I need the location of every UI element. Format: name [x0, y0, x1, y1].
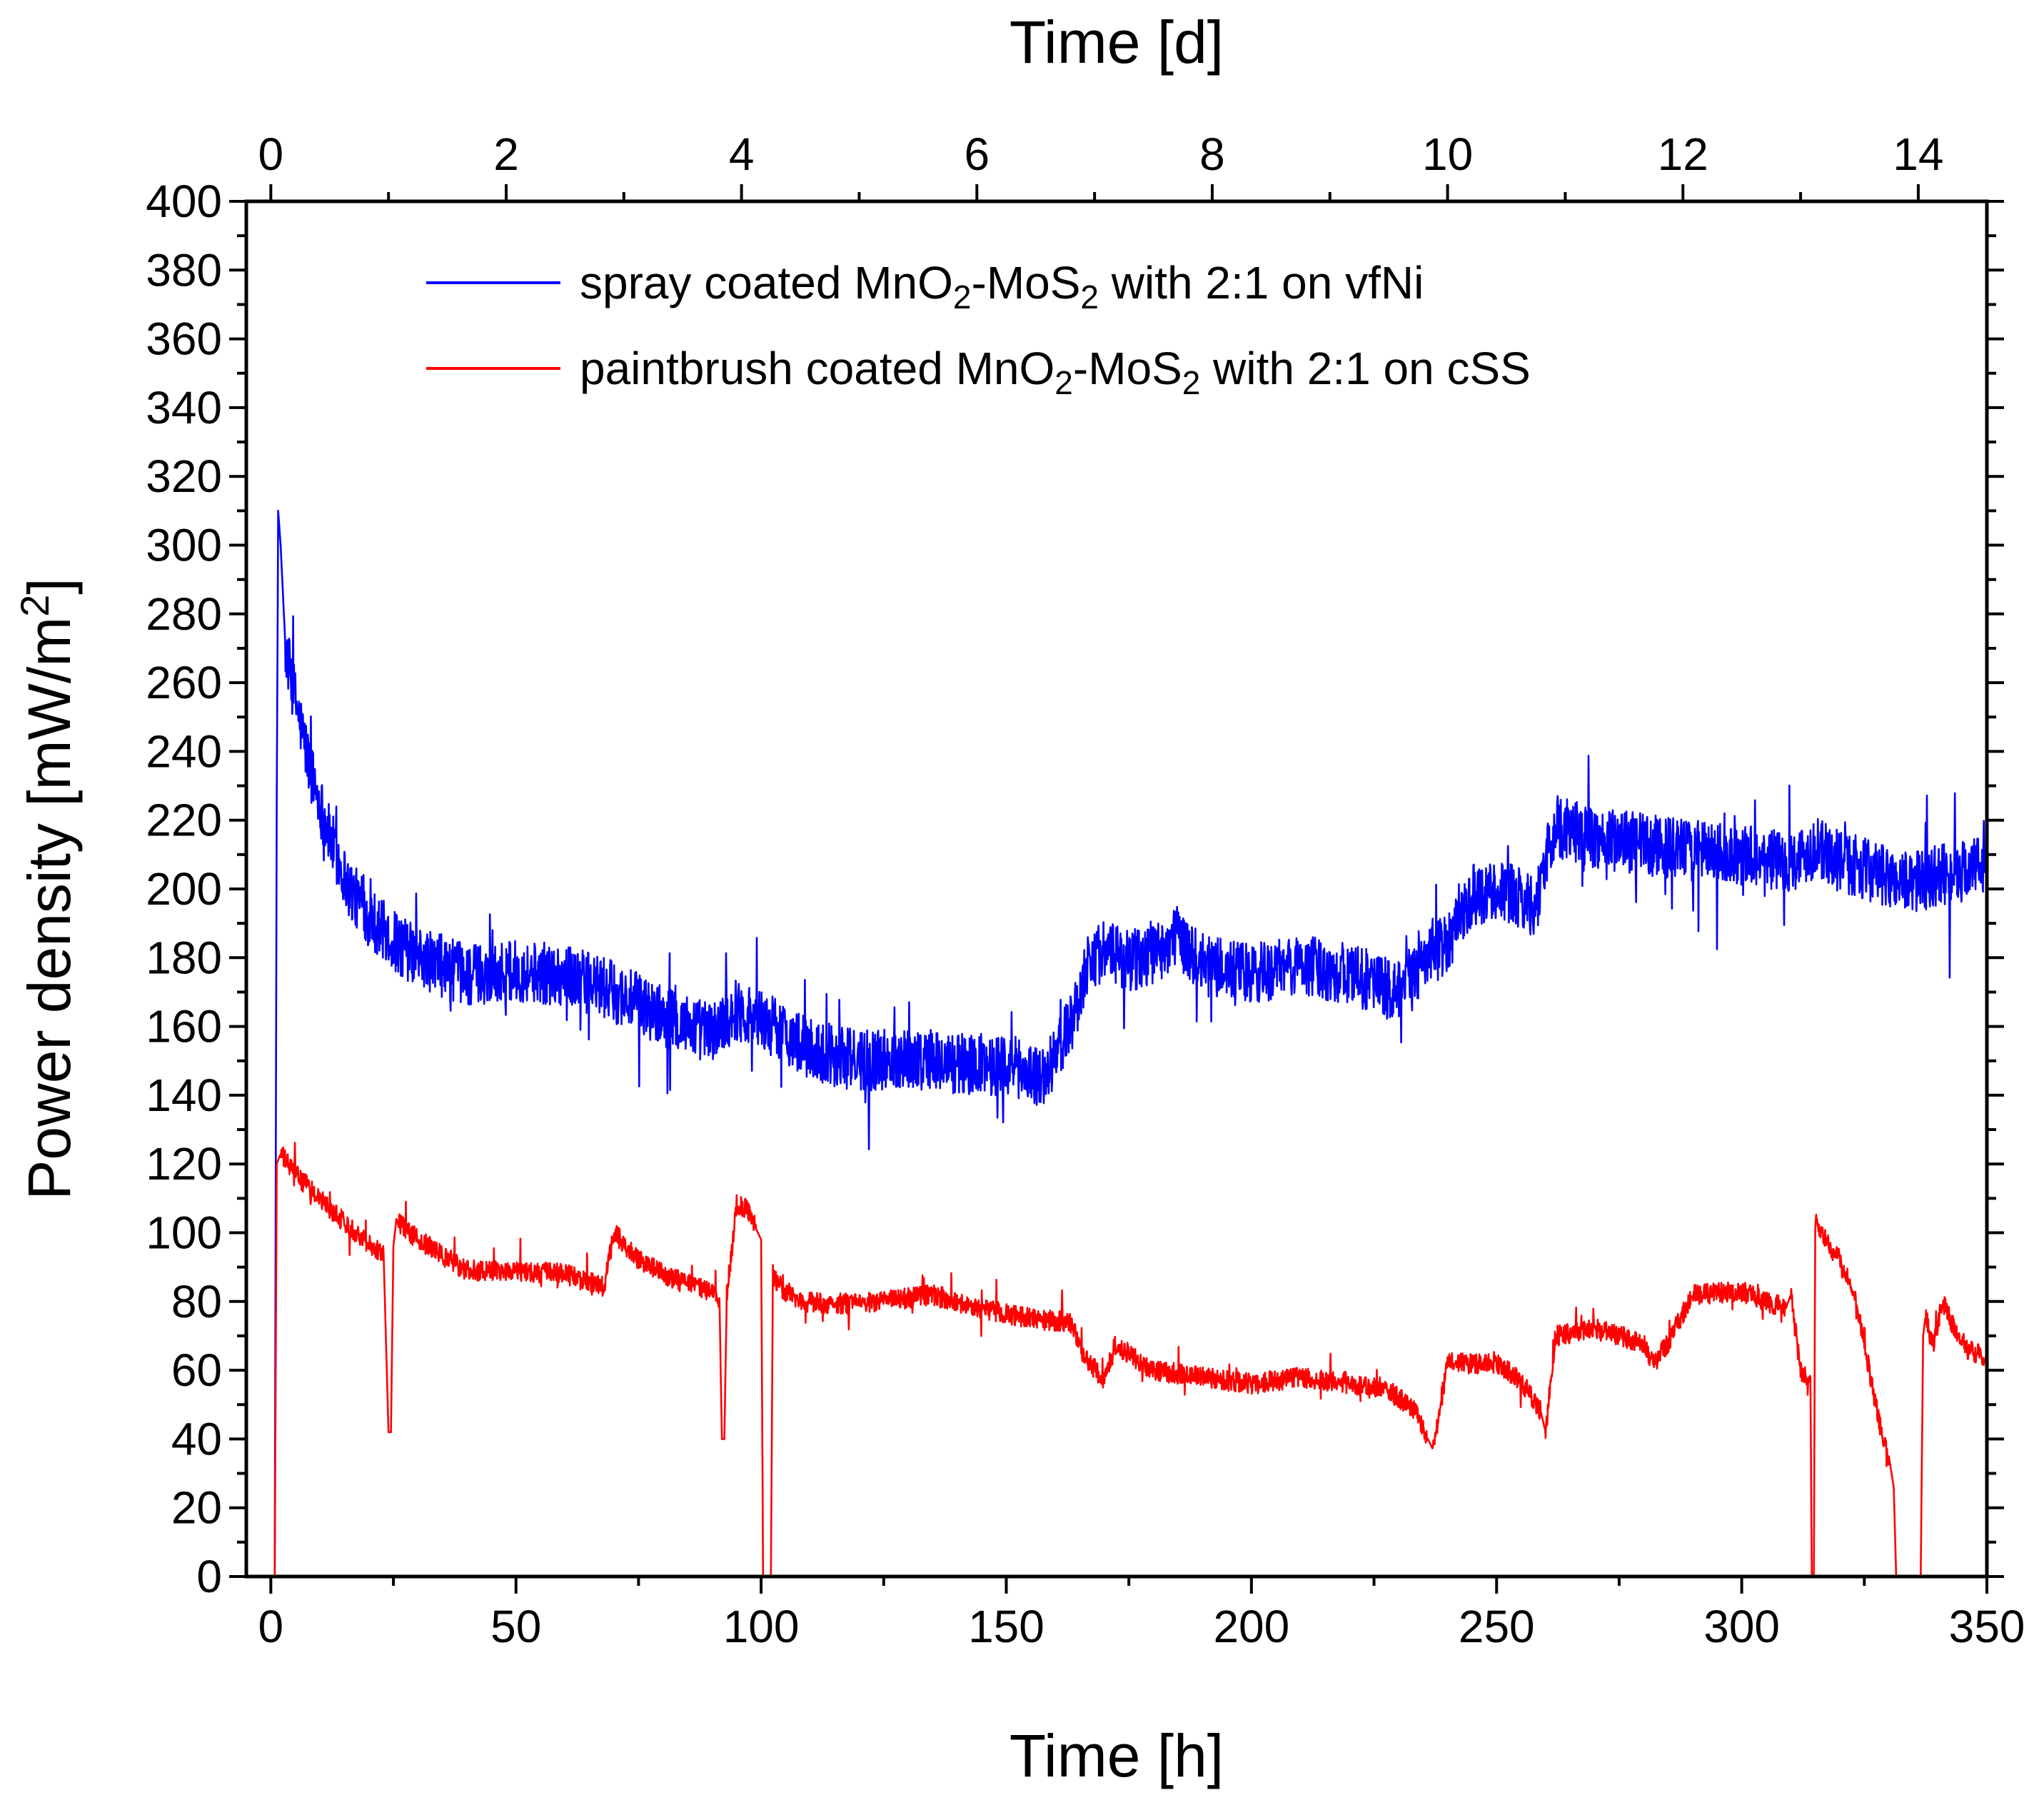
- x2-tick-label: 0: [258, 129, 284, 180]
- legend-label-spray: spray coated MnO2-MoS2 with 2:1 on vfNi: [580, 257, 1424, 316]
- legend: spray coated MnO2-MoS2 with 2:1 on vfNi …: [426, 257, 1531, 401]
- y-axis-title: Power density [mW/m2]: [12, 578, 83, 1200]
- x2-tick-label: 6: [964, 129, 990, 180]
- y-tick-label: 20: [171, 1482, 222, 1534]
- y-tick-label: 100: [146, 1207, 222, 1259]
- x-tick-label: 100: [723, 1601, 800, 1652]
- x2-tick-label: 12: [1658, 129, 1708, 180]
- series-line-spray: [270, 509, 1988, 1578]
- x2-tick-label: 2: [493, 129, 519, 180]
- y-tick-label: 380: [146, 244, 222, 296]
- x2-tick-label: 8: [1199, 129, 1225, 180]
- y-tick-label: 0: [196, 1551, 222, 1602]
- x2-tick-label: 4: [729, 129, 755, 180]
- y-tick-label: 80: [171, 1276, 222, 1327]
- y-tick-label: 40: [171, 1413, 222, 1464]
- x-axis-title: Time [h]: [1010, 1722, 1224, 1789]
- y-tick-label: 60: [171, 1344, 222, 1396]
- y-tick-label: 220: [146, 795, 222, 846]
- x2-tick-label: 10: [1422, 129, 1473, 180]
- y-tick-label: 160: [146, 1001, 222, 1052]
- x-tick-label: 150: [968, 1601, 1044, 1652]
- y-tick-label: 260: [146, 657, 222, 708]
- x-tick-label: 300: [1703, 1601, 1780, 1652]
- y-tick-label: 240: [146, 725, 222, 777]
- y-tick-label: 280: [146, 588, 222, 640]
- y-tick-label: 400: [146, 176, 222, 227]
- x2-tick-label: 14: [1893, 129, 1943, 180]
- y-tick-label: 140: [146, 1070, 222, 1121]
- y-tick-label: 200: [146, 863, 222, 915]
- x-tick-label: 200: [1213, 1601, 1289, 1652]
- y-tick-label: 320: [146, 451, 222, 502]
- plot-frame: [244, 199, 1989, 1579]
- y-tick-label: 300: [146, 520, 222, 571]
- legend-label-paintbrush: paintbrush coated MnO2-MoS2 with 2:1 on …: [580, 343, 1531, 401]
- y-tick-label: 340: [146, 382, 222, 433]
- series-line-paintbrush: [270, 1142, 1988, 1578]
- y-tick-label: 180: [146, 932, 222, 983]
- y-tick-label: 360: [146, 313, 222, 365]
- x-tick-label: 50: [490, 1601, 541, 1652]
- x-tick-label: 250: [1459, 1601, 1535, 1652]
- x-tick-label: 0: [258, 1601, 284, 1652]
- top-axis-title: Time [d]: [1010, 9, 1224, 76]
- series-layer: [270, 509, 1988, 1578]
- y-tick-label: 120: [146, 1138, 222, 1190]
- x-tick-label: 350: [1949, 1601, 2025, 1652]
